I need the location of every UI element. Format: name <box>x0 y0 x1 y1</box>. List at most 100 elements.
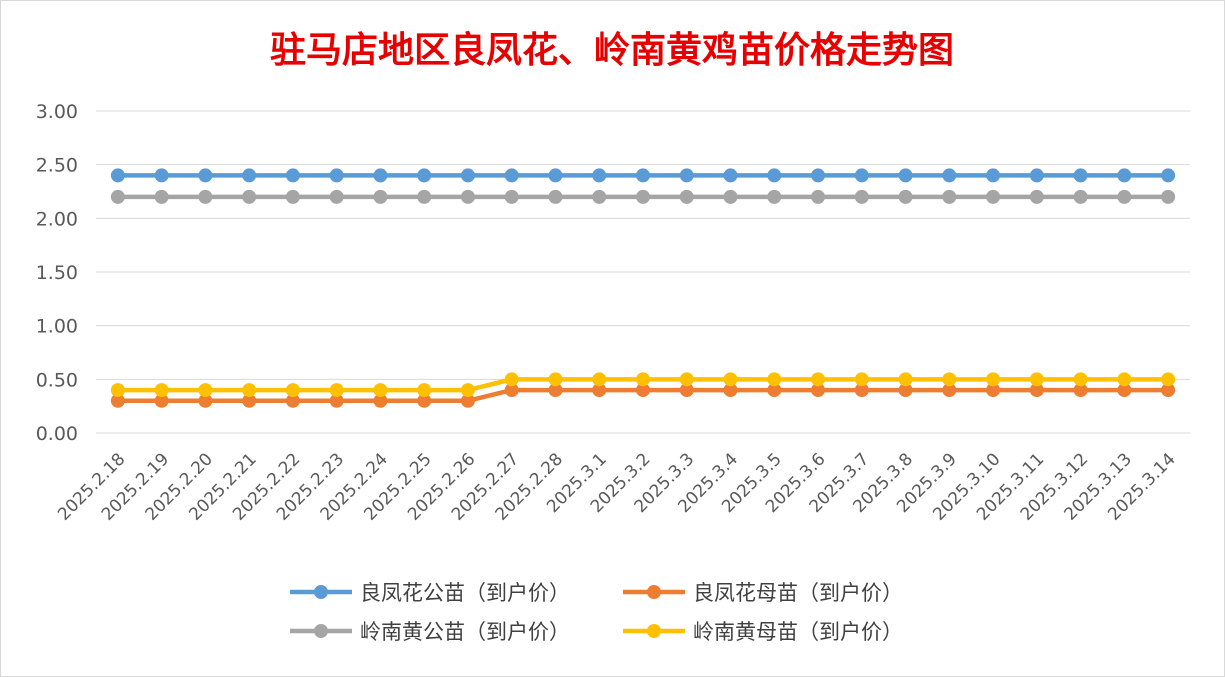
data-point <box>154 383 169 398</box>
data-point <box>636 168 650 183</box>
data-point <box>154 393 169 408</box>
data-point <box>1073 168 1088 183</box>
legend-swatch-marker <box>647 624 661 638</box>
legend-label: 良凤花母苗（到户价） <box>693 581 903 605</box>
legend-item: 岭南黄母苗（到户价） <box>623 620 903 644</box>
data-point <box>1161 383 1176 398</box>
data-point <box>417 189 432 204</box>
data-point <box>1029 168 1044 183</box>
y-tick-label: 1.50 <box>36 262 78 284</box>
data-point <box>373 383 388 398</box>
y-tick-label: 0.50 <box>36 369 78 391</box>
data-point <box>854 383 869 398</box>
data-point <box>329 393 344 408</box>
data-point <box>329 168 344 183</box>
data-point <box>767 189 782 204</box>
data-point <box>1029 383 1044 398</box>
data-point <box>1161 168 1176 183</box>
y-tick-label: 3.00 <box>36 101 78 123</box>
data-point <box>767 372 782 387</box>
legend-item: 岭南黄公苗（到户价） <box>290 620 570 644</box>
data-point <box>154 168 169 183</box>
data-point <box>1029 189 1044 204</box>
data-point <box>898 372 913 387</box>
data-point <box>548 189 563 204</box>
data-point <box>504 189 519 204</box>
data-point <box>110 168 125 183</box>
data-point <box>504 383 519 398</box>
data-point <box>285 168 300 183</box>
data-point <box>592 168 607 183</box>
data-point <box>854 168 869 183</box>
data-point <box>460 168 475 183</box>
data-point <box>942 168 957 183</box>
data-point <box>942 372 957 387</box>
data-point <box>1161 189 1176 204</box>
data-point <box>854 189 869 204</box>
data-point <box>1117 189 1132 204</box>
data-point <box>942 189 957 204</box>
data-point <box>898 168 913 183</box>
data-point <box>110 383 125 398</box>
data-point <box>548 383 563 398</box>
legend-label: 良凤花公苗（到户价） <box>360 581 570 605</box>
legend-item: 良凤花公苗（到户价） <box>290 581 570 605</box>
data-point <box>329 189 344 204</box>
series-3 <box>110 189 1176 204</box>
data-point <box>898 383 913 398</box>
data-point <box>548 168 563 183</box>
data-point <box>767 383 782 398</box>
data-point <box>198 168 213 183</box>
data-point <box>373 168 388 183</box>
data-point <box>460 383 475 398</box>
y-tick-label: 1.00 <box>36 316 78 338</box>
data-point <box>504 372 519 387</box>
y-axis-ticks: 0.00 0.50 1.00 1.50 2.00 2.50 3.00 <box>36 101 78 445</box>
data-point <box>986 383 1001 398</box>
data-point <box>811 383 826 398</box>
data-point <box>636 372 650 387</box>
data-point <box>636 189 650 204</box>
legend-item: 良凤花母苗（到户价） <box>623 581 903 605</box>
chart-title: 驻马店地区良凤花、岭南黄鸡苗价格走势图 <box>270 29 954 71</box>
data-point <box>198 189 213 204</box>
data-point <box>242 168 257 183</box>
data-point <box>1073 372 1088 387</box>
data-point <box>1161 372 1176 387</box>
data-point <box>417 383 432 398</box>
data-point <box>373 189 388 204</box>
data-point <box>854 372 869 387</box>
legend-label: 岭南黄公苗（到户价） <box>360 620 570 644</box>
data-point <box>592 383 607 398</box>
y-tick-label: 0.00 <box>36 423 78 445</box>
legend-label: 岭南黄母苗（到户价） <box>693 620 903 644</box>
data-point <box>110 189 125 204</box>
data-point <box>285 393 300 408</box>
data-point <box>373 393 388 408</box>
data-point <box>986 189 1001 204</box>
series-lines <box>110 168 1176 408</box>
y-tick-label: 2.50 <box>36 155 78 177</box>
data-point <box>767 168 782 183</box>
data-point <box>942 383 957 398</box>
data-point <box>1117 168 1132 183</box>
legend-swatch-marker <box>647 585 661 599</box>
data-point <box>898 189 913 204</box>
data-point <box>723 372 738 387</box>
data-point <box>986 372 1001 387</box>
data-point <box>242 383 257 398</box>
data-point <box>811 168 826 183</box>
data-point <box>198 393 213 408</box>
data-point <box>592 189 607 204</box>
data-point <box>285 189 300 204</box>
data-point <box>679 372 694 387</box>
y-tick-label: 2.00 <box>36 208 78 230</box>
data-point <box>417 393 432 408</box>
data-point <box>723 168 738 183</box>
data-point <box>723 189 738 204</box>
data-point <box>1073 383 1088 398</box>
data-point <box>592 372 607 387</box>
data-point <box>679 168 694 183</box>
